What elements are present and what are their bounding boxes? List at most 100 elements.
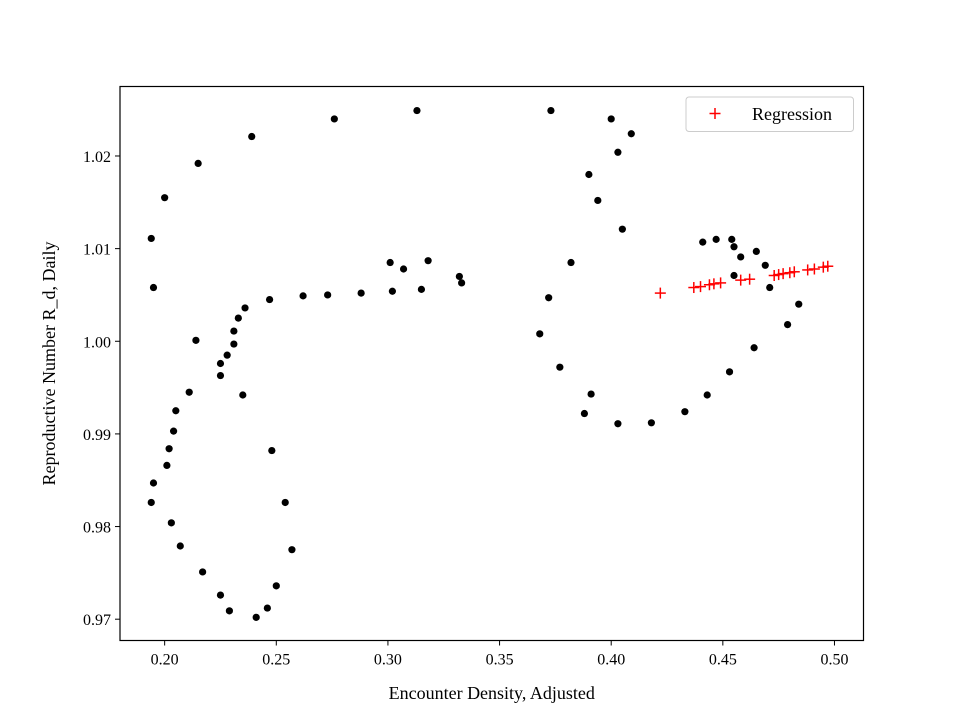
observed-point <box>614 148 622 156</box>
observed-point <box>556 363 564 371</box>
observed-point <box>223 351 231 359</box>
legend-box <box>685 96 854 132</box>
observed-point <box>147 498 155 507</box>
observed-point <box>730 271 738 280</box>
legend-regression-label: Regression <box>752 104 832 124</box>
observed-point <box>417 285 426 293</box>
regression-point <box>744 273 756 285</box>
regression-point <box>768 269 780 281</box>
observed-point <box>239 391 247 399</box>
legend: Regression <box>685 96 854 132</box>
observed-point <box>567 258 575 267</box>
y-tick-label: 1.00 <box>83 334 111 351</box>
observed-point <box>766 283 774 292</box>
observed-point <box>703 391 711 399</box>
observed-point <box>730 243 738 251</box>
regression-point <box>788 266 800 278</box>
observed-point <box>585 170 593 179</box>
observed-point <box>161 194 169 202</box>
observed-point <box>230 327 238 335</box>
observed-point <box>594 196 602 205</box>
regression-point <box>735 274 747 286</box>
x-tick-label: 0.30 <box>374 652 402 669</box>
regression-point <box>654 287 666 299</box>
observed-point <box>252 613 260 621</box>
observed-point <box>185 388 193 396</box>
observed-point <box>699 238 707 246</box>
observed-point <box>194 159 202 167</box>
regression-point <box>822 260 834 272</box>
observed-point <box>750 344 758 352</box>
y-tick-label: 0.99 <box>83 427 111 444</box>
x-tick-label: 0.20 <box>151 652 179 669</box>
observed-point <box>299 292 307 300</box>
x-axis-label: Encounter Density, Adjusted <box>389 683 595 703</box>
observed-point <box>547 106 555 115</box>
data-marks <box>147 106 834 621</box>
observed-point <box>587 390 595 398</box>
observed-point <box>795 300 803 308</box>
observed-point <box>580 409 589 418</box>
observed-point <box>728 235 736 243</box>
observed-point <box>618 225 626 233</box>
y-tick-label: 1.02 <box>83 149 111 166</box>
y-tick-label: 1.01 <box>83 242 111 259</box>
observed-point <box>281 498 289 507</box>
observed-point <box>216 359 225 368</box>
observed-point <box>234 314 242 322</box>
observed-point <box>165 445 173 453</box>
observed-point <box>614 420 622 428</box>
x-tick-label: 0.40 <box>597 652 625 669</box>
regression-point <box>817 261 829 273</box>
legend-regression-marker <box>709 108 721 119</box>
x-tick-label: 0.50 <box>820 652 848 669</box>
observed-point <box>248 132 256 141</box>
observed-point <box>455 272 463 281</box>
observed-point <box>712 235 720 243</box>
observed-point <box>225 607 234 615</box>
observed-point <box>413 106 421 115</box>
observed-point <box>761 261 769 269</box>
observed-point <box>172 407 180 415</box>
observed-point <box>268 446 276 455</box>
observed-point <box>167 519 175 527</box>
observed-point <box>199 568 207 576</box>
regression-point <box>695 281 707 293</box>
x-tick-label: 0.35 <box>486 652 514 669</box>
observed-point <box>458 279 466 287</box>
observed-point <box>149 283 158 292</box>
observed-point <box>357 289 365 297</box>
regression-point <box>808 263 820 275</box>
observed-point <box>216 591 225 599</box>
observed-point <box>536 330 544 338</box>
observed-point <box>169 427 178 435</box>
observed-point <box>288 546 296 554</box>
regression-point <box>708 278 720 290</box>
observed-point <box>241 304 249 312</box>
regression-point <box>784 267 796 279</box>
x-tick-label: 0.45 <box>709 652 737 669</box>
observed-point <box>272 582 280 590</box>
y-tick-label: 0.97 <box>83 612 111 629</box>
observed-point <box>265 295 274 304</box>
x-tick-label: 0.25 <box>262 652 290 669</box>
observed-point <box>263 604 271 612</box>
regression-point <box>777 268 789 280</box>
observed-point <box>147 234 155 243</box>
plot-area-frame <box>119 85 865 642</box>
observed-point <box>330 115 338 123</box>
observed-point <box>149 479 158 487</box>
observed-point <box>163 461 171 470</box>
observed-point <box>545 294 553 302</box>
observed-point <box>324 291 332 299</box>
regression-point <box>773 269 785 281</box>
observed-point <box>386 258 394 267</box>
observed-point <box>230 340 238 348</box>
observed-point <box>681 408 689 416</box>
observed-point <box>725 368 734 376</box>
observed-point <box>737 253 745 261</box>
observed-point <box>424 257 432 265</box>
observed-point <box>192 336 200 344</box>
observed-point <box>783 320 792 329</box>
x-axis-ticks: 0.20 0.25 0.30 0.35 0.40 0.45 0.50 <box>151 640 848 669</box>
